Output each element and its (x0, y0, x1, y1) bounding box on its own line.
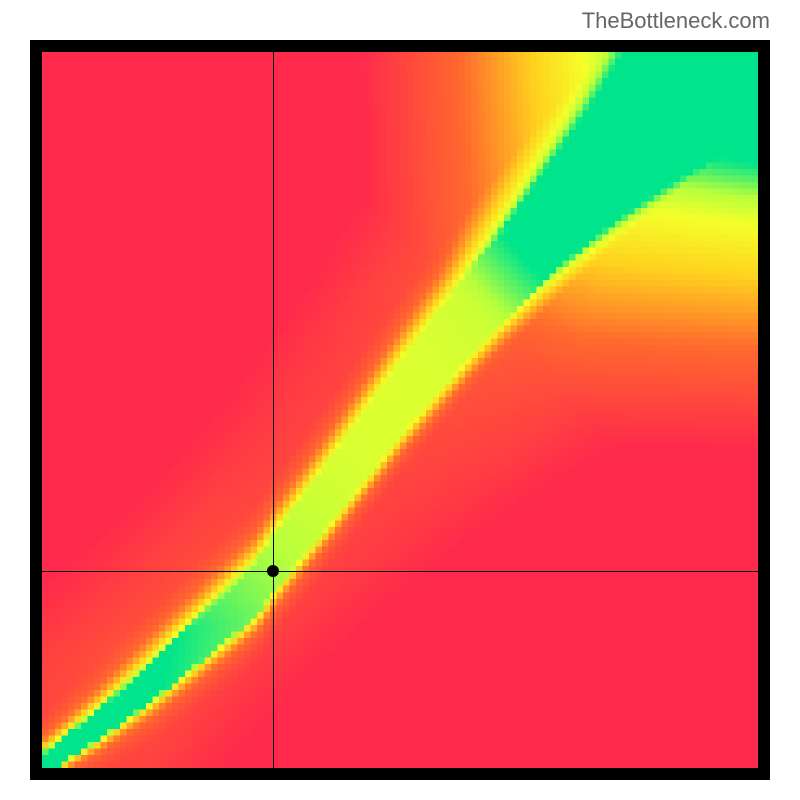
plot-area (42, 52, 758, 768)
heatmap-canvas (42, 52, 758, 768)
watermark-text: TheBottleneck.com (582, 8, 770, 34)
crosshair-marker (267, 565, 279, 577)
crosshair-horizontal (42, 571, 758, 572)
crosshair-vertical (273, 52, 274, 768)
plot-frame (30, 40, 770, 780)
chart-container: TheBottleneck.com (0, 0, 800, 800)
